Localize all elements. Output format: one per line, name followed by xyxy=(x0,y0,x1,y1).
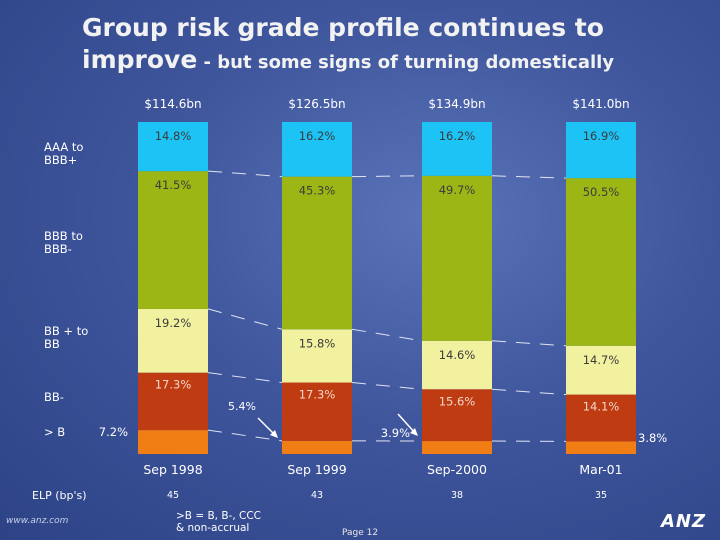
bar-segment-bb xyxy=(422,340,492,390)
segment-label-bbminus: 17.3% xyxy=(299,388,336,402)
segment-label-bbb: 45.3% xyxy=(299,184,336,198)
annotation-label: 5.4% xyxy=(228,400,256,413)
connector-line xyxy=(207,429,283,442)
bar-segment-bbb xyxy=(566,178,636,346)
segment-label-bb: 19.2% xyxy=(155,316,192,330)
bar-segment-bbminus xyxy=(422,389,492,442)
bar-total-label: $134.9bn xyxy=(428,97,485,111)
segment-label-bb: 14.7% xyxy=(583,353,620,367)
bar-segment-belowb xyxy=(566,441,636,454)
bar-segment-bbb xyxy=(282,176,352,330)
bar-segment-bb xyxy=(566,345,636,395)
bar-segment-bbb xyxy=(422,175,492,341)
row-label-bbminus: BB- xyxy=(44,390,64,404)
title-line-2-main: improve xyxy=(82,45,198,74)
segment-label-belowb: 3.8% xyxy=(638,431,667,445)
connector-line xyxy=(491,175,567,179)
segment-label-bb: 14.6% xyxy=(439,348,476,362)
segment-label-bbminus: 14.1% xyxy=(583,400,620,414)
bar-total-label: $126.5bn xyxy=(288,97,345,111)
bar-segment-belowb xyxy=(282,440,352,454)
segment-label-aaa: 14.8% xyxy=(155,129,192,143)
footer-url: www.anz.com xyxy=(6,516,69,526)
title-line-2-rest: - but some signs of turning domestically xyxy=(197,52,615,73)
bar-segment-belowb xyxy=(422,441,492,454)
annotation-arrowhead xyxy=(410,428,418,436)
connector-line xyxy=(491,388,567,396)
title-line-1: Group risk grade profile continues to xyxy=(82,13,604,42)
segment-label-bbb: 50.5% xyxy=(583,185,620,199)
bar-total-label: $114.6bn xyxy=(144,97,201,111)
segment-label-bbb: 41.5% xyxy=(155,178,192,192)
anz-logo: ANZ xyxy=(660,511,706,532)
segment-label-bbminus: 15.6% xyxy=(439,394,476,408)
row-label-aaa: AAA to BBB+ xyxy=(44,140,84,167)
connector-line xyxy=(351,382,423,390)
page-number: Page 12 xyxy=(342,528,379,538)
bar-segment-aaa xyxy=(422,122,492,176)
elp-value: 38 xyxy=(451,490,463,501)
connector-line xyxy=(351,175,423,178)
footnote: >B = B, B-, CCC & non-accrual xyxy=(176,510,262,534)
segment-label-bb: 15.8% xyxy=(299,336,336,350)
connector-line xyxy=(207,372,283,384)
elp-value: 43 xyxy=(311,490,323,501)
segment-label-aaa: 16.9% xyxy=(583,129,620,143)
segment-label-bbminus: 17.3% xyxy=(155,378,192,392)
bar-segment-bb xyxy=(138,308,208,373)
chart-title: Group risk grade profile continues to im… xyxy=(82,12,712,79)
bar-total-label: $141.0bn xyxy=(572,97,629,111)
row-label-bbb: BBB to BBB- xyxy=(44,229,83,256)
row-label-belowb: > B xyxy=(44,425,66,439)
category-label: Sep 1999 xyxy=(287,462,346,477)
category-label: Sep 1998 xyxy=(143,462,202,477)
connector-line xyxy=(351,328,423,342)
segment-label-aaa: 16.2% xyxy=(299,129,336,143)
bar-segment-bb xyxy=(282,329,352,383)
connector-line xyxy=(207,170,283,178)
bar-segment-bbb xyxy=(138,171,208,309)
bar-segment-aaa xyxy=(566,122,636,179)
bar-segment-aaa xyxy=(282,122,352,177)
segment-label-aaa: 16.2% xyxy=(439,129,476,143)
segment-label-belowb: 7.2% xyxy=(99,425,128,439)
elp-value: 45 xyxy=(167,490,179,501)
bar-segment-belowb xyxy=(138,430,208,454)
connector-line xyxy=(207,308,283,330)
category-label: Sep-2000 xyxy=(427,462,487,477)
bar-segment-aaa xyxy=(138,122,208,172)
segment-label-bbb: 49.7% xyxy=(439,183,476,197)
elp-value: 35 xyxy=(595,490,607,501)
bar-segment-bbminus xyxy=(282,382,352,441)
annotation-arrowhead xyxy=(270,430,278,438)
bar-segment-bbminus xyxy=(566,394,636,442)
row-label-elp: ELP (bp's) xyxy=(32,489,87,502)
segment-label-belowb: 3.9% xyxy=(381,426,410,440)
connector-line xyxy=(491,340,567,347)
bar-segment-bbminus xyxy=(138,372,208,431)
row-label-bb: BB + to BB xyxy=(44,324,89,351)
category-label: Mar-01 xyxy=(579,462,622,477)
